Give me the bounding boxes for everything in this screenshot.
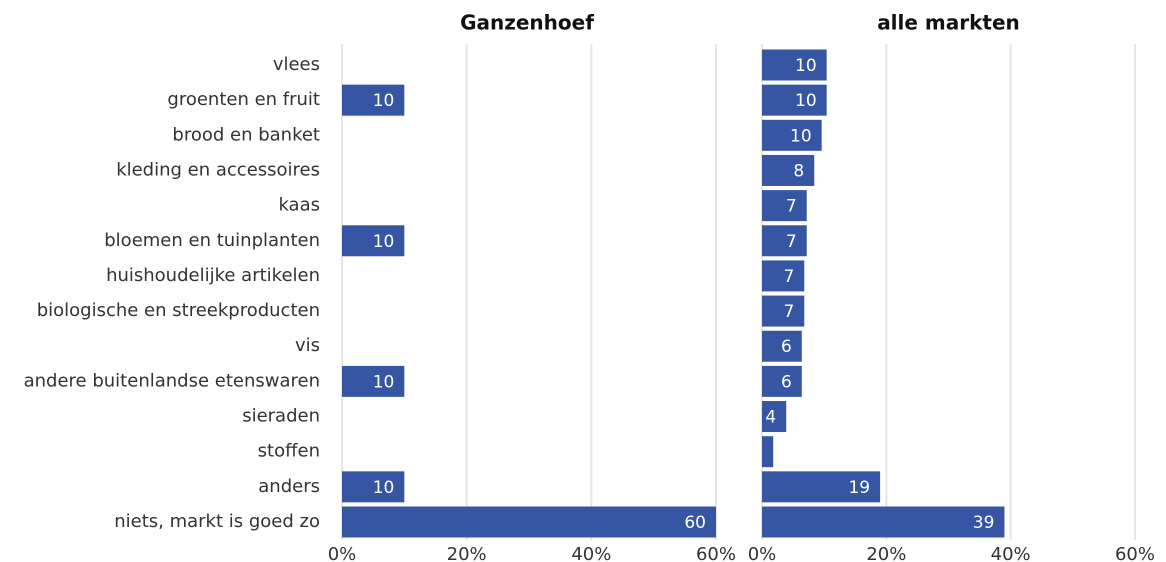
category-label: groenten en fruit [167,89,320,110]
category-label: kaas [278,195,320,216]
panel-title: alle markten [877,11,1020,35]
value-label: 10 [373,91,395,111]
category-label: kleding en accessoires [116,159,320,180]
bar [342,365,405,397]
category-label: andere buitenlandse etenswaren [24,370,320,391]
value-label: 10 [795,56,817,76]
value-label: 2 [752,443,763,463]
category-label: sieraden [242,406,320,427]
category-label: anders [258,476,320,497]
category-label: niets, markt is goed zo [114,511,320,532]
bar [762,471,881,503]
category-label: huishoudelijke artikelen [106,265,320,286]
bar [762,295,805,327]
bar [762,190,807,222]
bar [342,506,716,538]
bar [762,119,822,151]
x-tick-label: 20% [866,544,906,562]
bar [762,506,1005,538]
value-label: 7 [783,302,794,322]
x-tick-label: 0% [328,544,357,562]
category-label: brood en banket [172,124,320,145]
bar [762,401,787,433]
value-label: 10 [795,91,817,111]
value-label: 7 [786,232,797,252]
value-label: 10 [373,232,395,252]
bar [762,436,774,468]
bar [762,260,805,292]
panel-title: Ganzenhoef [460,11,594,35]
value-label: 4 [765,408,776,428]
value-label: 6 [781,372,792,392]
category-label: bloemen en tuinplanten [104,230,320,251]
value-label: 39 [973,513,995,533]
value-label: 10 [373,372,395,392]
value-label: 10 [373,478,395,498]
x-tick-label: 60% [1115,544,1155,562]
x-tick-label: 40% [991,544,1031,562]
category-label: biologische en streekproducten [37,300,320,321]
category-label: stoffen [258,441,320,462]
value-label: 7 [783,267,794,287]
category-label: vis [295,335,320,356]
bar [762,49,827,81]
x-tick-label: 40% [571,544,611,562]
x-tick-label: 60% [696,544,736,562]
value-label: 6 [781,337,792,357]
bar [762,330,802,362]
x-tick-label: 20% [447,544,487,562]
bar [762,84,827,116]
bar [342,225,405,257]
value-label: 19 [848,478,870,498]
value-label: 7 [786,197,797,217]
bar [762,365,802,397]
value-label: 60 [684,513,706,533]
bar [762,154,815,186]
category-label: vlees [273,54,320,75]
x-tick-label: 0% [748,544,777,562]
value-label: 8 [793,161,804,181]
bar [342,84,405,116]
value-label: 10 [790,126,812,146]
bar [762,225,807,257]
bar [342,471,405,503]
